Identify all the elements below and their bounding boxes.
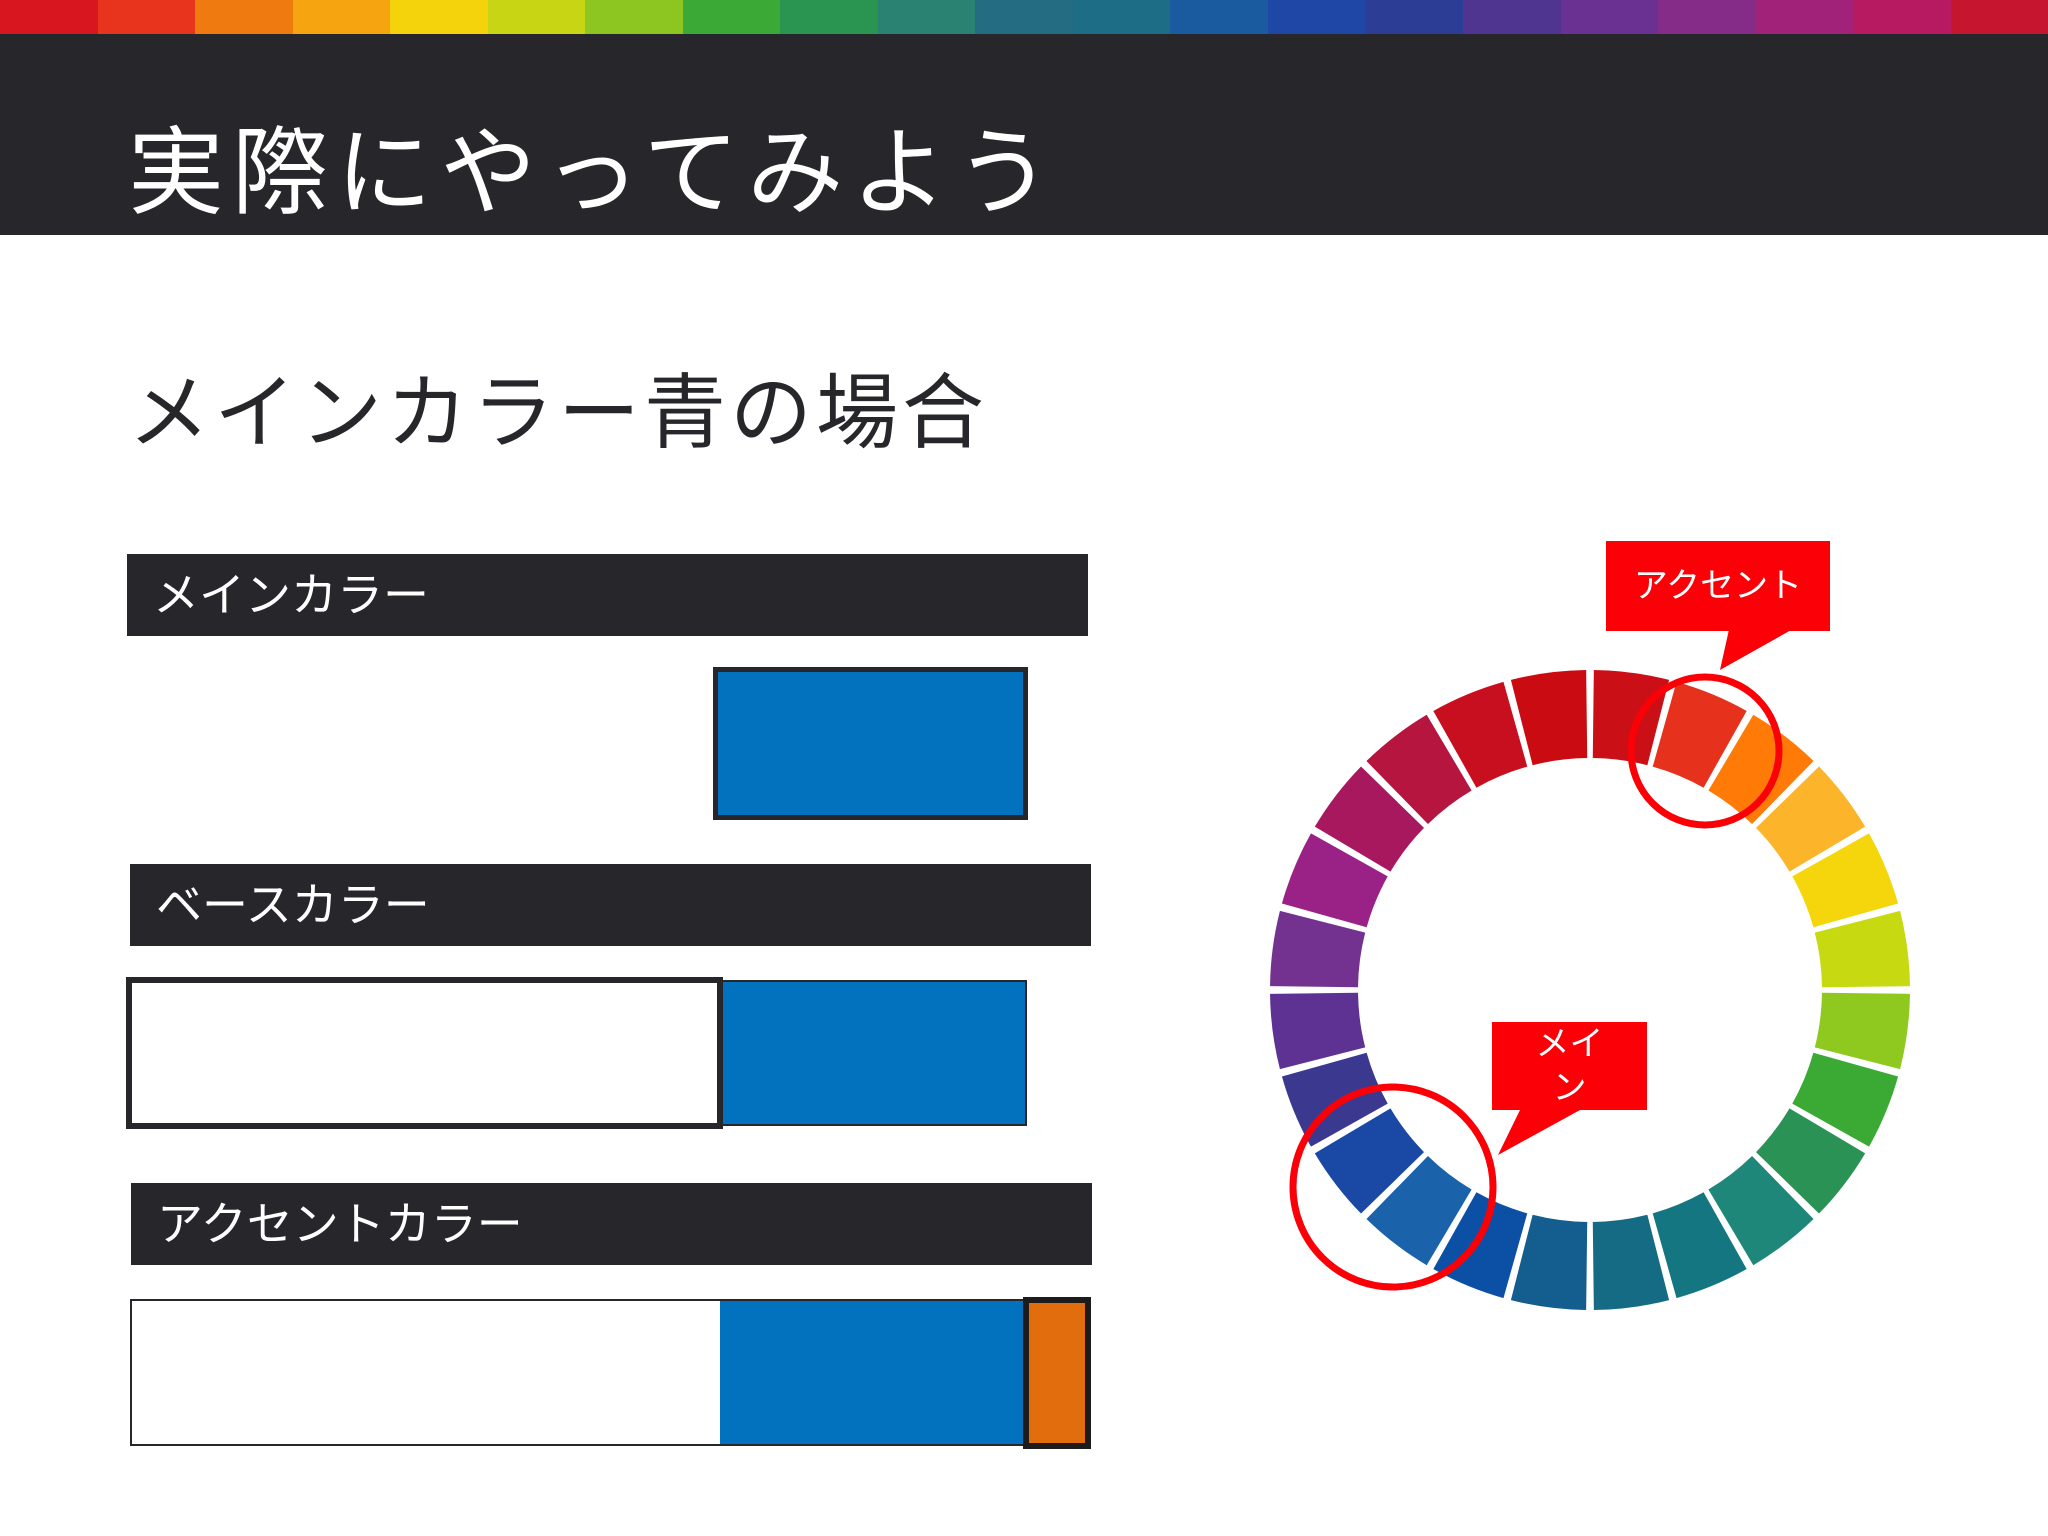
color-wheel-segment xyxy=(1652,1192,1747,1299)
accent-base-swatch xyxy=(130,1299,722,1446)
color-wheel-segment xyxy=(1792,1052,1899,1147)
accent-color-swatch xyxy=(1023,1297,1091,1449)
color-wheel-segment xyxy=(1433,1192,1528,1299)
rainbow-strip-segment xyxy=(1560,0,1659,34)
color-wheel-segment xyxy=(1314,1108,1424,1214)
slide-subtitle: メインカラー青の場合 xyxy=(128,366,989,461)
color-wheel-segment xyxy=(1814,992,1910,1070)
accent-callout-pointer xyxy=(1720,625,1800,670)
rainbow-strip-segment xyxy=(1267,0,1366,34)
rainbow-strip-segment xyxy=(1658,0,1756,34)
rainbow-strip-segment xyxy=(1462,0,1561,34)
rainbow-strip-segment xyxy=(1950,0,2048,34)
color-wheel-segment xyxy=(1314,766,1424,872)
color-wheel-segment xyxy=(1652,681,1747,788)
accent-color-label-bar: アクセントカラー xyxy=(131,1183,1092,1265)
color-wheel-segment xyxy=(1270,992,1366,1070)
main-color-label: メインカラー xyxy=(153,568,429,622)
main-callout-text-line1: メイ xyxy=(1535,1024,1604,1064)
rainbow-strip-segment xyxy=(1755,0,1854,34)
color-wheel-segment xyxy=(1510,1214,1588,1310)
main-color-label-bar: メインカラー xyxy=(127,554,1088,636)
color-wheel-segment xyxy=(1366,714,1472,824)
main-highlight-circle xyxy=(1289,1083,1497,1291)
rainbow-strip-segment xyxy=(1072,0,1171,34)
main-color-swatch xyxy=(713,667,1028,820)
color-wheel-segment xyxy=(1592,1214,1670,1310)
base-color-label-bar: ベースカラー xyxy=(130,864,1091,946)
rainbow-strip-segment xyxy=(487,0,586,34)
rainbow-strip-segment xyxy=(292,0,391,34)
color-wheel-segment xyxy=(1708,1156,1814,1266)
rainbow-strip-segment xyxy=(390,0,488,34)
color-wheel-segment xyxy=(1814,910,1910,988)
color-wheel-segment xyxy=(1366,1156,1472,1266)
color-wheel xyxy=(1270,670,1910,1310)
color-wheel-segment xyxy=(1756,766,1866,872)
rainbow-strip-segment xyxy=(975,0,1073,34)
accent-main-swatch xyxy=(720,1299,1026,1446)
rainbow-strip-segment xyxy=(585,0,683,34)
color-wheel-segment xyxy=(1281,1052,1388,1147)
rainbow-strip-segment xyxy=(877,0,976,34)
color-wheel-segment xyxy=(1592,670,1670,766)
color-wheel-segment xyxy=(1708,714,1814,824)
rainbow-strip-segment xyxy=(1365,0,1463,34)
accent-color-label: アクセントカラー xyxy=(157,1197,523,1251)
rainbow-strip-segment xyxy=(97,0,196,34)
rainbow-strip-segment xyxy=(780,0,878,34)
rainbow-strip-segment xyxy=(195,0,293,34)
slide-title: 実際にやってみよう xyxy=(128,117,1060,229)
main-callout-text-line2: ン xyxy=(1552,1068,1587,1108)
base-color-swatch xyxy=(126,977,723,1129)
accent-highlight-circle xyxy=(1627,673,1783,829)
color-wheel-segment xyxy=(1792,833,1899,928)
color-wheel-segment xyxy=(1433,681,1528,788)
main-callout: メイ ン xyxy=(1492,1022,1647,1110)
title-header-bar: 実際にやってみよう xyxy=(0,34,2048,235)
rainbow-strip-segment xyxy=(682,0,781,34)
rainbow-strip-segment xyxy=(1170,0,1268,34)
accent-callout-text: アクセント xyxy=(1633,566,1803,606)
color-wheel-segment xyxy=(1270,910,1366,988)
base-color-label: ベースカラー xyxy=(156,878,430,932)
color-wheel-segment xyxy=(1281,833,1388,928)
accent-callout: アクセント xyxy=(1606,541,1830,631)
main-callout-pointer xyxy=(1498,1110,1580,1155)
rainbow-strip-segment xyxy=(1853,0,1951,34)
color-wheel-segment xyxy=(1756,1108,1866,1214)
color-wheel-segment xyxy=(1510,670,1588,766)
base-color-main-swatch xyxy=(718,980,1027,1126)
rainbow-strip-segment xyxy=(0,0,98,34)
rainbow-strip xyxy=(0,0,2048,34)
